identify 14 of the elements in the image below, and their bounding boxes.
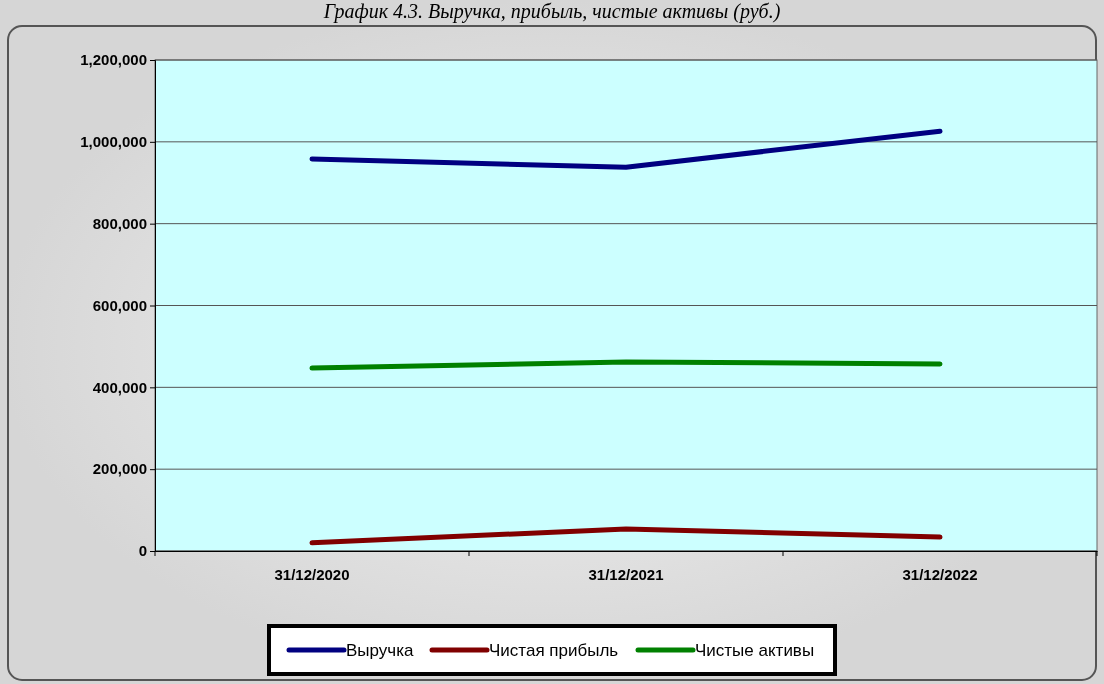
y-tick-label: 800,000 <box>92 214 147 232</box>
legend-label: Чистые активы <box>695 641 815 660</box>
x-tick-label: 31/12/2022 <box>902 565 978 583</box>
y-tick-label: 600,000 <box>92 296 147 314</box>
y-tick-label: 1,000,000 <box>80 133 147 151</box>
x-tick-label: 31/12/2020 <box>274 565 350 583</box>
x-tick-label: 31/12/2021 <box>588 565 664 583</box>
y-tick-label: 1,200,000 <box>80 51 147 69</box>
chart-title: График 4.3. Выручка, прибыль, чистые активы (руб.) <box>322 0 781 23</box>
legend-label: Чистая прибыль <box>489 641 619 660</box>
y-tick-label: 200,000 <box>92 460 147 478</box>
y-tick-label: 0 <box>138 542 147 560</box>
legend-label: Выручка <box>346 641 414 660</box>
y-tick-label: 400,000 <box>92 378 147 396</box>
